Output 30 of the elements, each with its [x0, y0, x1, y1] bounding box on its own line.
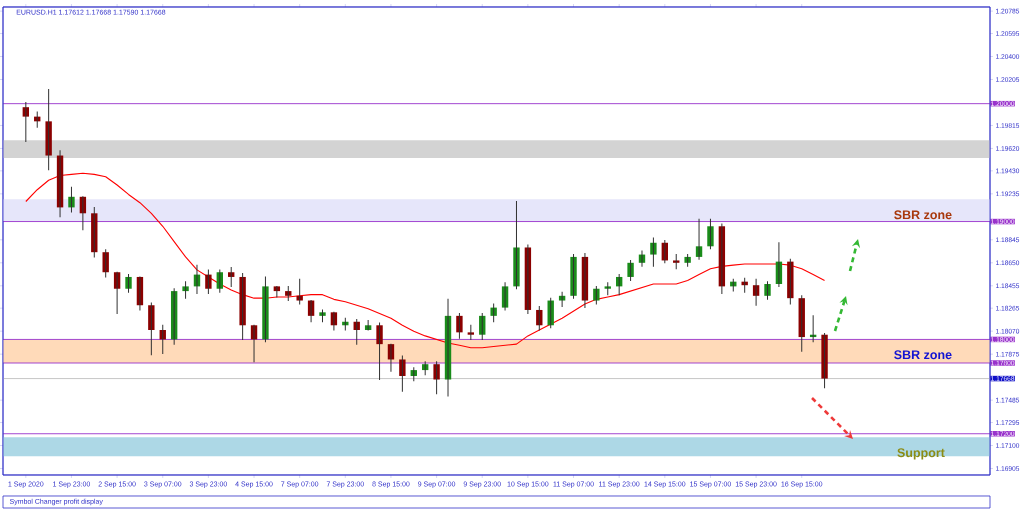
text: SBR zone: [894, 350, 952, 360]
candlestick: [239, 272, 246, 340]
candlestick: [821, 333, 828, 389]
candlestick: [490, 303, 497, 323]
candlestick: [376, 322, 383, 381]
candlestick: [319, 309, 326, 323]
candlestick: [296, 278, 303, 305]
candlestick: [182, 281, 189, 299]
candlestick: [148, 302, 155, 356]
candlestick: [262, 276, 269, 343]
candlestick: [570, 254, 577, 299]
candlestick: [399, 355, 406, 392]
candlestick: [125, 274, 132, 293]
text: SBR zone: [894, 210, 952, 220]
candlestick: [764, 281, 771, 300]
candlestick: [604, 282, 611, 296]
candlestick: [467, 324, 475, 340]
text: Support: [897, 448, 945, 460]
candlestick: [45, 89, 52, 171]
candlestick: [650, 237, 657, 267]
candlestick: [627, 259, 634, 281]
candlestick: [787, 258, 794, 305]
candlestick: [205, 269, 212, 294]
candlestick: [707, 218, 714, 250]
candlestick: [684, 254, 691, 267]
candlestick: [513, 201, 520, 290]
candlestick: [673, 254, 680, 270]
candlestick: [456, 313, 463, 339]
candlestick: [433, 361, 440, 395]
candlestick: [593, 285, 600, 305]
